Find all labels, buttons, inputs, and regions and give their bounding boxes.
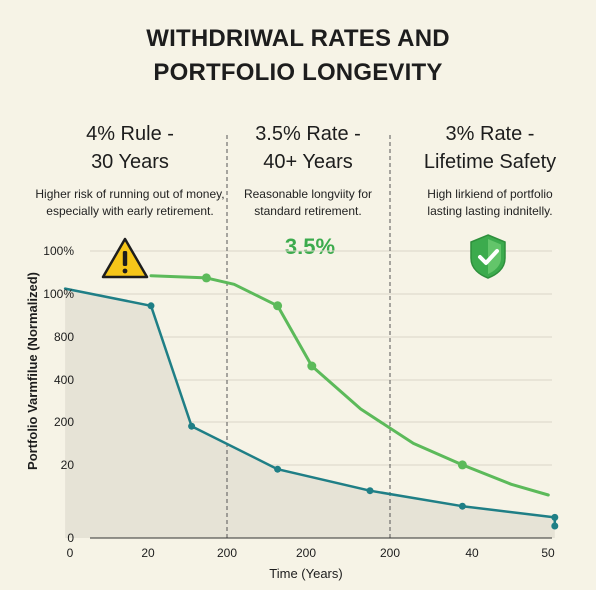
column-heading-line-1: 3.5% Rate -	[255, 123, 361, 145]
description-line-1: High lirkiend of portfolio	[427, 187, 553, 201]
description-line-2: especially with early retirement.	[46, 204, 214, 218]
column-heading-line-2: 40+ Years	[263, 151, 353, 173]
area-fill-teal	[65, 288, 555, 538]
title-line-2: PORTFOLIO LONGEVITY	[153, 59, 443, 86]
column-heading-line-2: Lifetime Safety	[423, 151, 557, 173]
column-description-3pct: High lirkiend of portfolio lasting lasti…	[390, 186, 590, 220]
column-description-3-5pct: Reasonable longviity for standard retire…	[208, 186, 408, 220]
y-tick-label: 100%	[43, 244, 74, 258]
y-tick-label: 400	[54, 373, 74, 387]
column-heading-line-1: 3% Rate -	[445, 123, 535, 145]
x-tick-label: 200	[217, 546, 237, 560]
teal-series-point	[458, 502, 466, 510]
column-heading-line-1: 4% Rule -	[86, 123, 174, 145]
green-series-line	[149, 274, 550, 497]
series	[63, 273, 559, 530]
tick-labels: 0 20 200 400 800 100% 100% 0 20 200 200 200 40 50 Time…	[25, 244, 555, 581]
description-line-1: Higher risk of running out of money,	[35, 187, 225, 201]
y-tick-label: 200	[54, 415, 74, 429]
column-description-4pct: Higher risk of running out of money, esp…	[30, 186, 230, 220]
teal-series-point	[147, 302, 155, 310]
y-tick-label: 20	[61, 458, 75, 472]
x-tick-label: 50	[541, 546, 555, 560]
column-heading-3pct: 3% Rate - Lifetime Safety	[405, 120, 575, 176]
column-heading-3-5pct: 3.5% Rate - 40+ Years	[223, 120, 393, 176]
y-tick-label: 100%	[43, 287, 74, 301]
x-tick-label: 20	[141, 546, 155, 560]
teal-series-point	[551, 513, 559, 521]
green-series-point	[307, 361, 317, 371]
column-heading-line-2: 30 Years	[91, 151, 169, 173]
green-series-point	[201, 273, 211, 283]
warning-icon	[101, 237, 149, 279]
x-tick-label: 40	[465, 546, 479, 560]
x-axis-title: Time (Years)	[269, 566, 342, 581]
y-tick-label: 800	[54, 330, 74, 344]
description-line-1: Reasonable longviity for	[243, 187, 373, 201]
shield-check-icon	[470, 234, 506, 279]
column-heading-4pct: 4% Rule - 30 Years	[45, 120, 215, 176]
title-line-1: WITHDRIWAL RATES AND	[146, 25, 450, 52]
x-tick-label: 200	[380, 546, 400, 560]
chart-title: WITHDRIWAL RATES AND PORTFOLIO LONGEVITY	[0, 22, 596, 90]
y-tick-label: 0	[67, 531, 74, 545]
teal-series-line	[63, 287, 557, 528]
highlight-rate-label: 3.5%	[284, 234, 336, 259]
teal-series-point	[551, 522, 559, 530]
x-tick-label: 0	[67, 546, 74, 560]
description-line-2: standard retirement.	[254, 204, 362, 218]
green-series-point	[457, 460, 467, 470]
description-line-2: lasting lasting indnitelly.	[427, 204, 553, 218]
teal-series-point	[188, 422, 196, 430]
area-fill	[65, 288, 555, 538]
green-series-point	[273, 301, 283, 311]
teal-series-point	[274, 465, 282, 473]
y-axis-title: Portfolio Varmfilue (Normalized)	[25, 272, 40, 470]
x-tick-label: 200	[296, 546, 316, 560]
teal-series-point	[366, 487, 374, 495]
